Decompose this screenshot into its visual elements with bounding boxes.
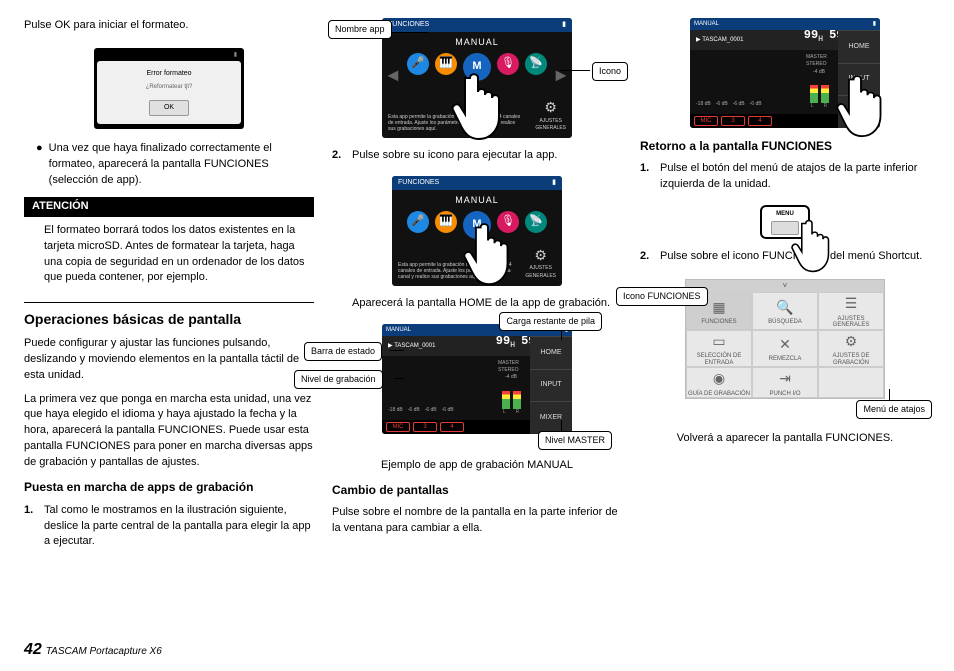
callout-status-bar: Barra de estado <box>304 342 382 361</box>
step-num-2b: 2. <box>640 249 660 265</box>
chip-mic[interactable]: MIC <box>386 422 410 432</box>
chip-3[interactable]: 3 <box>413 422 437 432</box>
chip-mic[interactable]: MIC <box>694 116 718 126</box>
shortcut-cell[interactable]: 🔍BÚSQUEDA <box>752 292 818 329</box>
callout-master-level: Nivel MASTER <box>538 431 612 450</box>
input-btn[interactable]: INPUT <box>838 63 880 96</box>
format-dialog-mock: ▮ Error formateo ¿Reformatear tjt? OK <box>24 48 314 129</box>
op-p1: Puede configurar y ajustar las funciones… <box>24 336 314 384</box>
callout-app-name: Nombre app <box>328 20 392 39</box>
ret-step1: Pulse el botón del menú de atajos de la … <box>660 161 930 193</box>
settings-icon[interactable]: ⚙AJUSTES GENERALES <box>525 245 556 280</box>
app-icon[interactable]: 🎙 <box>497 211 519 233</box>
chip-4[interactable]: 4 <box>440 422 464 432</box>
input-btn[interactable]: INPUT <box>530 369 572 402</box>
dialog-msg: ¿Reformatear tjt? <box>103 83 235 92</box>
step-num-1: 1. <box>24 503 44 551</box>
atencion-body: El formateo borrará todos los datos exis… <box>24 223 314 287</box>
home-screen: MANUAL▮ ▶ TASCAM_0001 99H 59M 59S /12:34… <box>382 324 572 434</box>
launcher-desc: Esta app permite la grabación multipista… <box>388 114 522 132</box>
h2-operaciones: Operaciones básicas de pantalla <box>24 309 314 329</box>
after-step2: Aparecerá la pantalla HOME de la app de … <box>332 296 622 312</box>
mixer-btn[interactable]: MIXER <box>838 95 880 128</box>
shortcut-cell[interactable] <box>818 367 884 398</box>
atencion-label: ATENCIÓN <box>24 197 314 217</box>
step1-text: Tal como le mostramos en la ilustración … <box>44 503 314 551</box>
settings-icon[interactable]: ⚙AJUSTES GENERALES <box>535 97 566 132</box>
page-footer: 42TASCAM Portacapture X6 <box>24 641 162 659</box>
h3-cambio: Cambio de pantallas <box>332 482 622 499</box>
shortcut-cell[interactable]: ◉GUÍA DE GRABACIÓN <box>686 367 752 398</box>
cambio-text: Pulse sobre el nombre de la pantalla en … <box>332 505 622 537</box>
shortcut-cell[interactable]: ⇥PUNCH I/O <box>752 367 818 398</box>
callout-rec-level: Nivel de grabación <box>294 370 383 389</box>
app-icon[interactable]: 📡 <box>525 211 547 233</box>
shortcut-cell[interactable]: ⚙AJUSTES DE GRABACIÓN <box>818 330 884 367</box>
ret-step2: Pulse sobre el icono FUNCIONES del menú … <box>660 249 922 265</box>
shortcut-menu: ˅ ▦FUNCIONES🔍BÚSQUEDA☰AJUSTES GENERALES▭… <box>685 279 885 399</box>
dialog-title: Error formateo <box>103 69 235 79</box>
menu-button[interactable]: MENU <box>760 205 810 239</box>
callout-icon: Icono <box>592 62 628 81</box>
chip-4[interactable]: 4 <box>748 116 772 126</box>
launcher-screen-1: FUNCIONES▮ MANUAL ◄► 🎤 🎹 M 🎙 📡 Esta app … <box>382 18 572 138</box>
shortcut-cell[interactable]: ☰AJUSTES GENERALES <box>818 292 884 329</box>
bullet-dot: ● <box>36 141 43 189</box>
mixer-btn[interactable]: MIXER <box>530 401 572 434</box>
callout-battery: Carga restante de pila <box>499 312 602 331</box>
bullet-text: Una vez que haya finalizado correctament… <box>49 141 314 189</box>
dialog-ok-button[interactable]: OK <box>149 100 189 116</box>
home-caption: Ejemplo de app de grabación MANUAL <box>332 458 622 474</box>
op-p2: La primera vez que ponga en marcha esta … <box>24 392 314 472</box>
chip-3[interactable]: 3 <box>721 116 745 126</box>
shortcut-cell[interactable]: ▭SELECCIÓN DE ENTRADA <box>686 330 752 367</box>
home-screen-2: MANUAL▮ ▶ TASCAM_0001 99H 59M 59S /12:34… <box>690 18 880 128</box>
h3-retorno: Retorno a la pantalla FUNCIONES <box>640 138 930 155</box>
app-icon-manual[interactable]: M <box>463 211 491 239</box>
launcher-screen-2: FUNCIONES▮ MANUAL 🎤 🎹 M 🎙 📡 Esta app per… <box>392 176 562 286</box>
shortcut-cell[interactable]: ✕REMEZCLA <box>752 330 818 367</box>
launcher-title: MANUAL <box>382 32 572 51</box>
app-icon[interactable]: 🎤 <box>407 211 429 233</box>
callout-func-icon: Icono FUNCIONES <box>616 287 708 306</box>
h3-puesta: Puesta en marcha de apps de grabación <box>24 479 314 496</box>
home-btn[interactable]: HOME <box>530 336 572 369</box>
step2-text: Pulse sobre su icono para ejecutar la ap… <box>352 148 557 164</box>
callout-shortcut-menu: Menú de atajos <box>856 400 932 419</box>
intro-text: Pulse OK para iniciar el formateo. <box>24 18 314 34</box>
dialog-bottom <box>97 124 241 126</box>
step-num-2: 2. <box>332 148 352 164</box>
home-btn[interactable]: HOME <box>838 30 880 63</box>
app-icon[interactable]: 🎹 <box>435 211 457 233</box>
final-text: Volverá a aparecer la pantalla FUNCIONES… <box>640 431 930 447</box>
step-num-1b: 1. <box>640 161 660 193</box>
